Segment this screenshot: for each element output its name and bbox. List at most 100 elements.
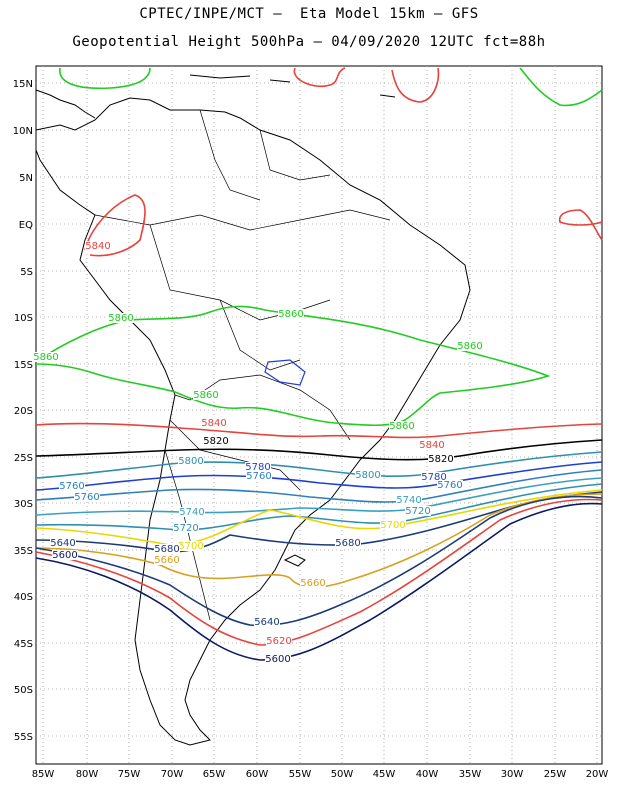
contour-label-bg <box>203 436 229 446</box>
contour-label-bg <box>201 418 227 428</box>
contour-5640 <box>35 495 603 627</box>
contour-label: 5840 <box>419 440 444 451</box>
contour-5840-amazon <box>84 194 146 257</box>
contour-5840-top <box>293 67 346 87</box>
contour-label-bg <box>457 341 483 351</box>
contour-5860-north-ne2 <box>519 67 603 107</box>
contour-label: 5740 <box>396 495 421 506</box>
contour-label: 5800 <box>355 470 380 481</box>
contour-label: 5620 <box>266 636 291 647</box>
contour-label-bg <box>428 454 454 464</box>
country-borders <box>94 109 391 621</box>
south-america-coast <box>35 97 471 746</box>
pantanal-contour <box>264 359 306 386</box>
contour-label-bg <box>266 636 292 646</box>
lon-tick-label: 60W <box>246 769 269 780</box>
contour-label: 5800 <box>178 456 203 467</box>
contour-label: 5840 <box>201 418 226 429</box>
lon-tick-label: 45W <box>373 769 396 780</box>
longitude-axis: 85W 80W 75W 70W 65W 60W 55W 50W 45W 40W 35W 30W 25W 2… <box>32 769 609 780</box>
lat-tick-label: 25S <box>14 453 33 464</box>
contour-label-bg <box>85 241 111 251</box>
lon-tick-label: 65W <box>203 769 226 780</box>
lat-tick-label: 10S <box>14 313 33 324</box>
contour-label: 5660 <box>154 555 179 566</box>
lon-tick-label: 75W <box>118 769 141 780</box>
contour-label: 5760 <box>59 481 84 492</box>
contour-5740 <box>35 477 603 516</box>
contour-label: 5860 <box>278 309 303 320</box>
contour-label-bg <box>179 507 205 517</box>
contour-label: 5720 <box>405 506 430 517</box>
grid <box>36 66 602 764</box>
contour-label-bg <box>178 456 204 466</box>
contour-labels: 5840 5860 5860 5860 5860 5860 5840 5860 5840 5820… <box>33 241 483 665</box>
contour-5780 <box>35 461 603 491</box>
coastlines <box>35 74 471 746</box>
lat-tick-label: 55S <box>14 732 33 743</box>
contour-5700 <box>35 489 603 546</box>
contour-label: 5600 <box>52 550 77 561</box>
contour-label-bg <box>154 555 180 565</box>
contour-label: 5680 <box>154 544 179 555</box>
contour-label-bg <box>52 550 78 560</box>
contour-label-bg <box>178 541 204 551</box>
contour-5860-north-ne <box>59 67 151 90</box>
caribbean-islands <box>189 74 396 98</box>
contour-label-bg <box>108 313 134 323</box>
contour-label-bg <box>405 506 431 516</box>
contour-label: 5760 <box>437 480 462 491</box>
contour-label: 5680 <box>335 538 360 549</box>
lat-tick-label: 10N <box>13 126 33 137</box>
lon-tick-label: 85W <box>32 769 55 780</box>
contour-5860-main <box>35 305 551 427</box>
contour-label-bg <box>419 440 445 450</box>
lat-tick-label: EQ <box>19 220 33 231</box>
lat-tick-label: 20S <box>14 406 33 417</box>
contour-label: 5740 <box>179 507 204 518</box>
central-america-coast <box>35 89 96 119</box>
lat-tick-label: 40S <box>14 592 33 603</box>
contour-label-bg <box>380 520 406 530</box>
lat-tick-label: 30S <box>14 499 33 510</box>
contour-5620 <box>35 498 603 646</box>
contour-label: 5640 <box>50 538 75 549</box>
contour-label-bg <box>246 471 272 481</box>
contour-label: 5600 <box>265 654 290 665</box>
lon-tick-label: 50W <box>331 769 354 780</box>
contour-label: 5860 <box>457 341 482 352</box>
contour-label-bg <box>33 352 59 362</box>
contour-label: 5640 <box>254 617 279 628</box>
contour-label-bg <box>355 470 381 480</box>
lon-tick-label: 25W <box>544 769 567 780</box>
contour-label: 5860 <box>33 352 58 363</box>
contour-label-bg <box>74 492 100 502</box>
contour-label-bg <box>300 578 326 588</box>
contour-label-bg <box>335 538 361 548</box>
contour-label: 5720 <box>173 523 198 534</box>
contour-label: 5860 <box>108 313 133 324</box>
contour-5840-south <box>35 422 603 439</box>
contour-label: 5760 <box>246 471 271 482</box>
contour-label: 5700 <box>178 541 203 552</box>
contour-label-bg <box>389 421 415 431</box>
contour-label: 5780 <box>421 472 446 483</box>
contour-label-bg <box>154 544 180 554</box>
contour-5800 <box>35 451 603 479</box>
contour-label: 5820 <box>428 454 453 465</box>
lat-tick-label: 45S <box>14 639 33 650</box>
lat-tick-label: 50S <box>14 685 33 696</box>
lon-tick-label: 30W <box>501 769 524 780</box>
contour-5820 <box>35 439 603 461</box>
contour-5840-east <box>558 209 603 241</box>
contour-label: 5700 <box>380 520 405 531</box>
contour-5840-top2 <box>391 67 440 103</box>
contour-label-bg <box>59 481 85 491</box>
lat-tick-label: 15N <box>13 79 33 90</box>
contour-label-bg <box>265 654 291 664</box>
contour-label-bg <box>396 495 422 505</box>
contour-label-bg <box>193 390 219 400</box>
lon-tick-label: 55W <box>289 769 312 780</box>
lon-tick-label: 35W <box>459 769 482 780</box>
